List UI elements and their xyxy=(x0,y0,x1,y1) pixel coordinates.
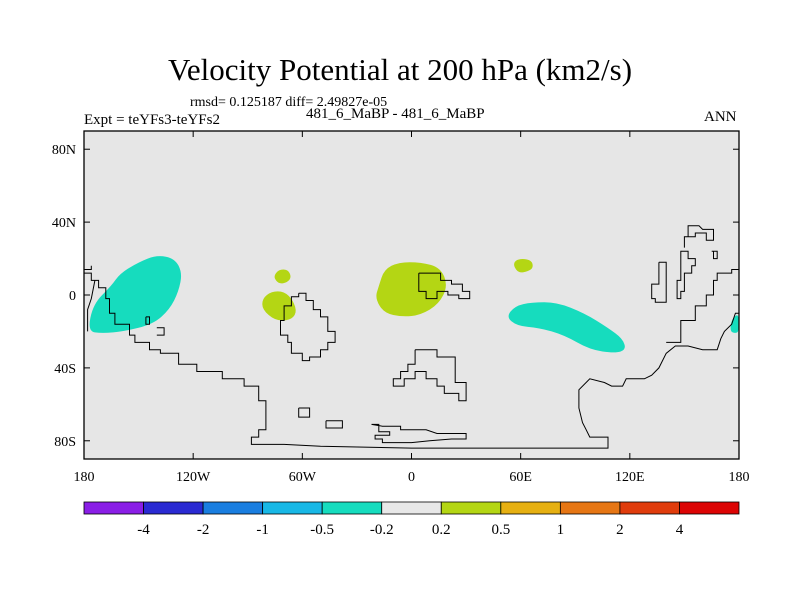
colorbar-swatch xyxy=(143,501,204,515)
contour-region-7 xyxy=(514,259,533,273)
coastline-segment xyxy=(418,272,471,300)
y-tick-label: 80N xyxy=(52,143,76,158)
colorbar-swatch xyxy=(619,501,680,515)
y-tick-label: 80S xyxy=(54,435,76,450)
colorbar-swatch xyxy=(500,501,561,515)
x-axis: 180 120W 60W 0 60E 120E 180 xyxy=(74,131,750,485)
coastline-segment xyxy=(325,420,343,429)
contour-region-5 xyxy=(262,291,296,321)
coastline-segment xyxy=(651,261,667,303)
colorbar-label: -4 xyxy=(137,522,150,538)
coastline-segment xyxy=(683,225,714,248)
colorbar-swatch xyxy=(381,501,442,515)
coastline-segment xyxy=(371,423,467,444)
coastline-segment xyxy=(84,265,92,270)
colorbar: -4 -2 -1 -0.5 -0.2 0.2 0.5 1 2 4 xyxy=(83,501,740,538)
coastline-segment xyxy=(711,250,718,260)
coastline-segment xyxy=(280,292,336,362)
y-tick-label: 0 xyxy=(69,289,76,304)
x-tick-label: 120E xyxy=(615,470,645,485)
x-tick-label: 0 xyxy=(408,470,415,485)
coastline-segment xyxy=(392,349,467,402)
colorbar-label: 0.2 xyxy=(432,522,451,538)
colorbar-swatch xyxy=(202,501,264,515)
colorbar-label: 2 xyxy=(616,522,624,538)
colorbar-swatch xyxy=(559,501,621,515)
season-label: ANN xyxy=(704,109,737,125)
colorbar-swatch xyxy=(262,501,323,515)
x-tick-label: 120W xyxy=(176,470,211,485)
colorbar-label: -0.5 xyxy=(310,522,334,538)
contour-region-4 xyxy=(376,262,446,317)
colorbar-label: 0.5 xyxy=(491,522,510,538)
coastline-segment xyxy=(84,272,739,449)
colorbar-label: 1 xyxy=(557,522,565,538)
rmsd-diff-stats: rmsd= 0.125187 diff= 2.49827e-05 xyxy=(190,95,388,110)
coastline-segment xyxy=(298,407,311,418)
colorbar-label: -2 xyxy=(197,522,210,538)
x-tick-label: 180 xyxy=(729,470,750,485)
coastline-segment xyxy=(156,327,165,336)
colorbar-label: -1 xyxy=(256,522,269,538)
colorbar-swatch xyxy=(440,501,502,515)
colorbar-label: 4 xyxy=(676,522,684,538)
experiment-label: Expt = teYFs3-teYFs2 xyxy=(84,112,220,128)
contour-region-6 xyxy=(274,269,291,284)
x-tick-label: 60W xyxy=(289,470,317,485)
coastline-segment xyxy=(666,269,739,343)
x-tick-label: 180 xyxy=(74,470,95,485)
coastline-segment xyxy=(676,250,696,300)
contour-region-2 xyxy=(508,302,625,353)
coastline-segment xyxy=(145,316,150,325)
chart-title: Velocity Potential at 200 hPa (km2/s) xyxy=(167,52,633,87)
y-axis: 80N 40N 0 40S 80S xyxy=(52,143,739,450)
y-tick-label: 40S xyxy=(54,362,76,377)
colorbar-label: -0.2 xyxy=(370,522,394,538)
x-tick-label: 60E xyxy=(509,470,532,485)
coastlines xyxy=(84,225,739,449)
colorbar-swatch xyxy=(679,501,740,515)
colorbar-swatch xyxy=(321,501,383,515)
coastline-segment xyxy=(87,280,96,332)
case-subtitle: 481_6_MaBP - 481_6_MaBP xyxy=(306,106,485,122)
y-tick-label: 40N xyxy=(52,216,76,231)
colorbar-swatch xyxy=(83,501,144,515)
